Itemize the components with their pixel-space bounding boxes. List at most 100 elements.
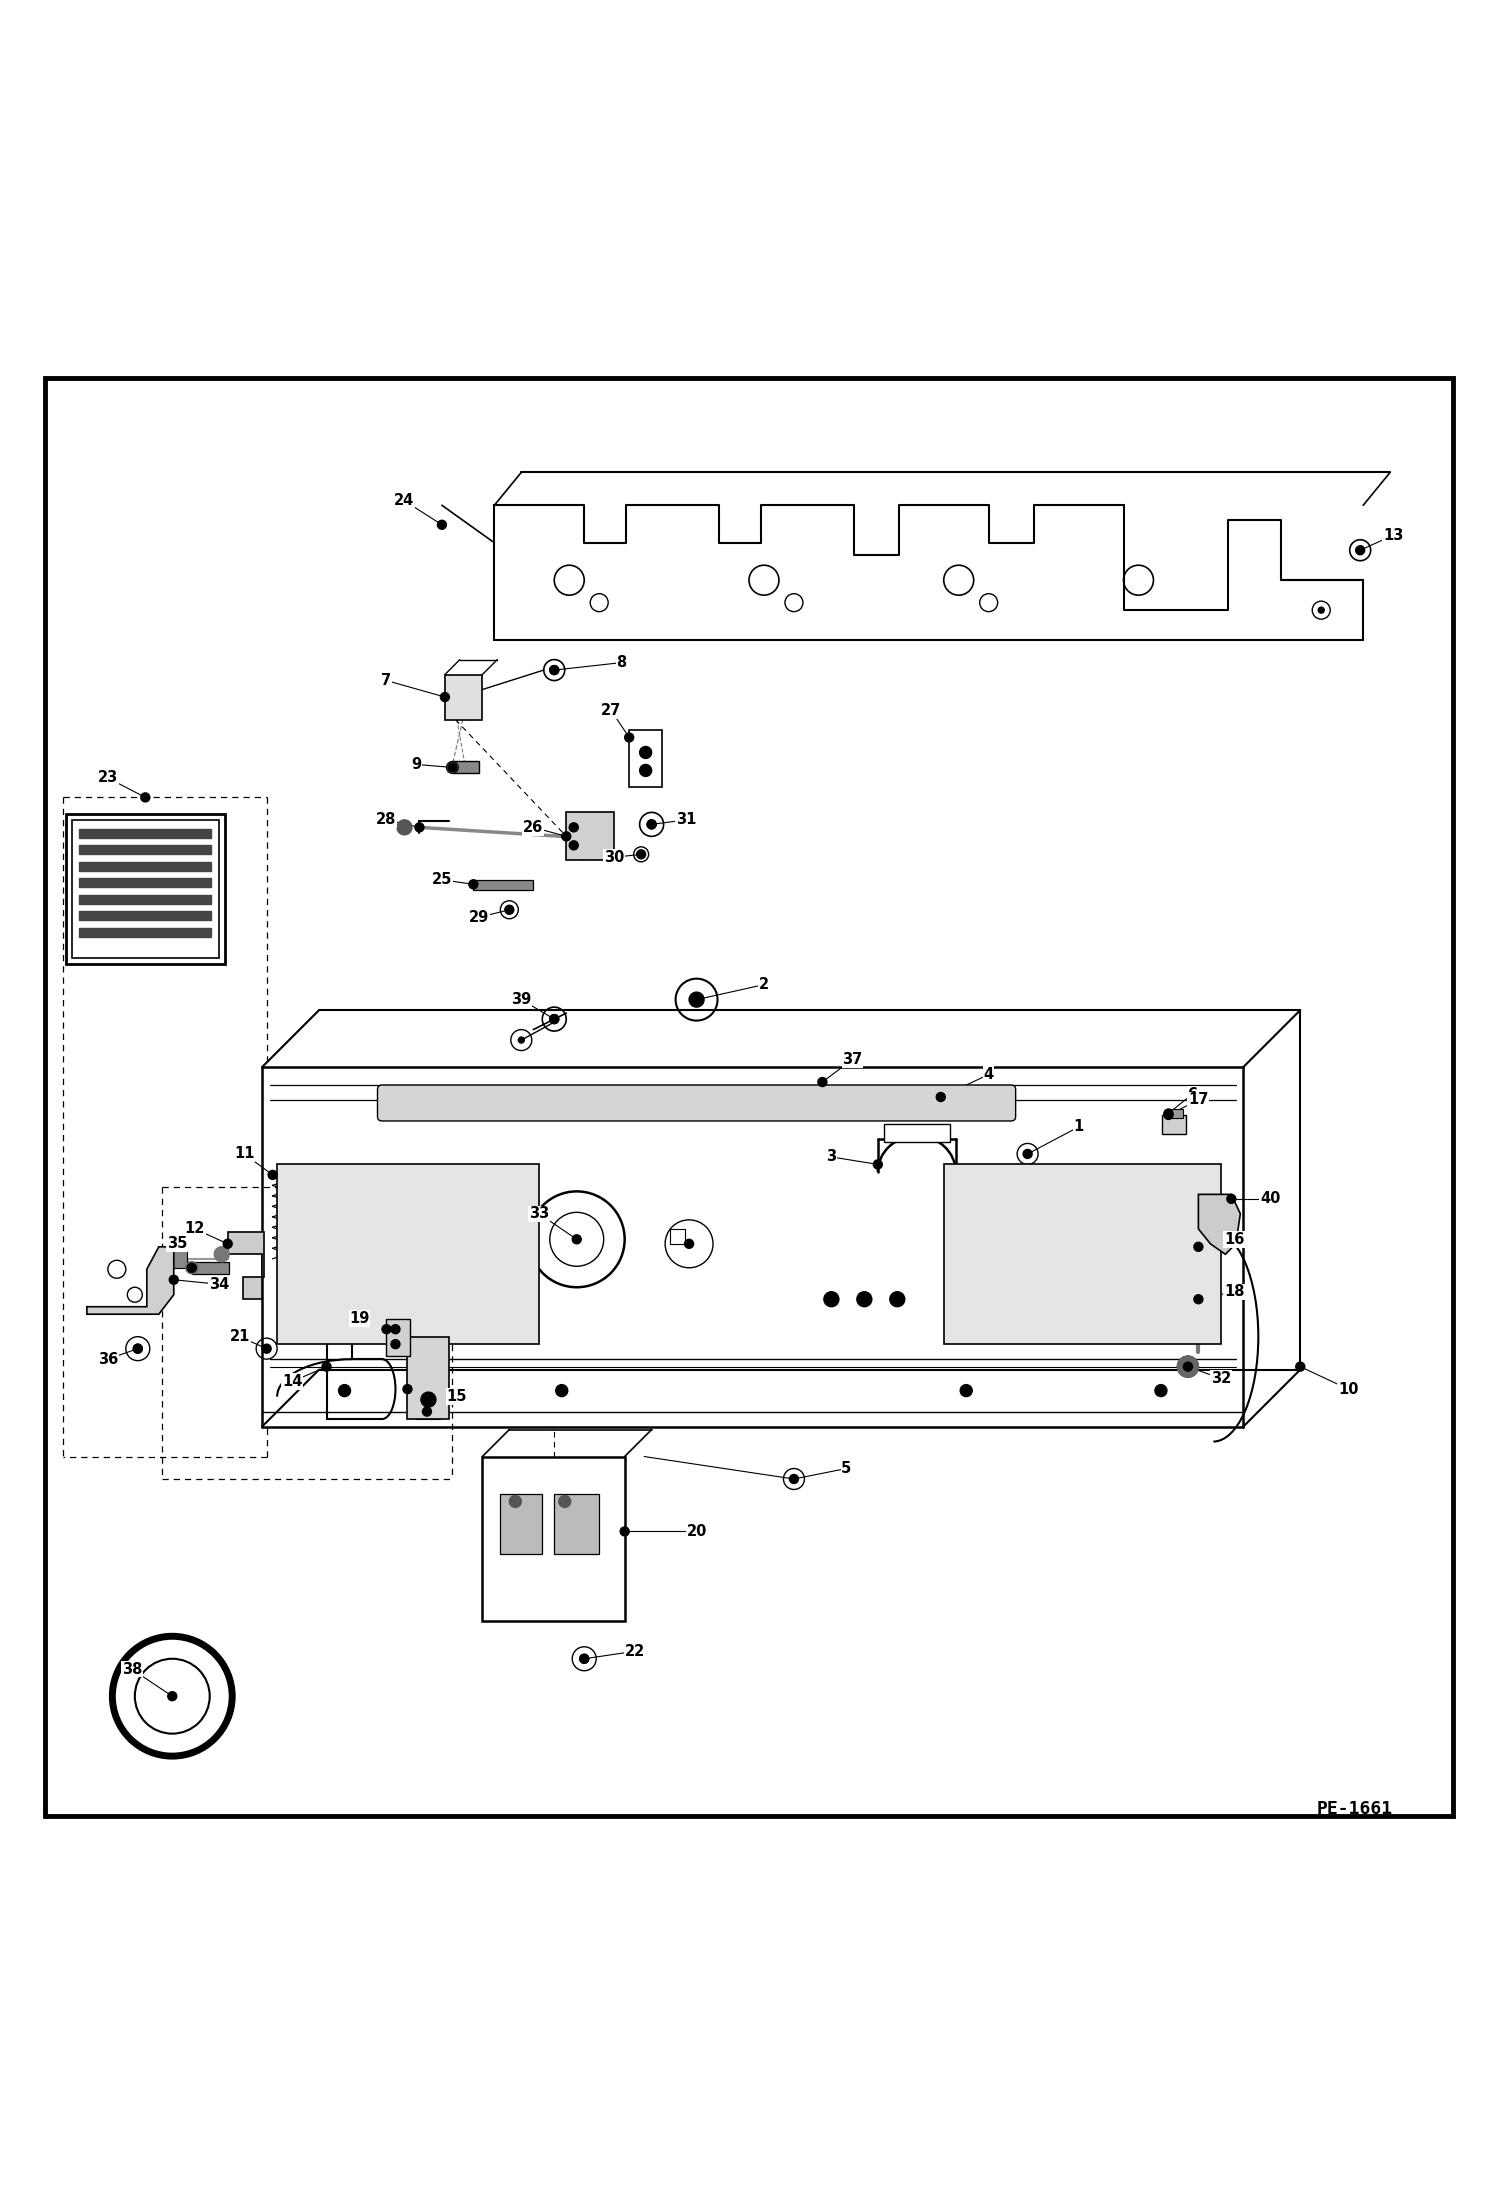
- Circle shape: [936, 1093, 945, 1101]
- Text: 16: 16: [1224, 1231, 1245, 1246]
- Circle shape: [421, 1393, 436, 1406]
- Circle shape: [824, 1292, 839, 1308]
- Circle shape: [1357, 546, 1363, 553]
- Circle shape: [437, 520, 446, 529]
- Bar: [165, 1251, 187, 1268]
- Circle shape: [382, 1325, 391, 1334]
- Circle shape: [1164, 1110, 1173, 1119]
- Polygon shape: [79, 878, 211, 886]
- Text: 10: 10: [1338, 1382, 1359, 1398]
- Bar: [192, 1262, 229, 1275]
- Polygon shape: [79, 829, 211, 838]
- Circle shape: [506, 906, 512, 913]
- Circle shape: [133, 1345, 142, 1354]
- Bar: [1168, 1108, 1183, 1119]
- Text: 28: 28: [376, 812, 397, 827]
- Circle shape: [391, 1341, 400, 1349]
- Polygon shape: [79, 845, 211, 853]
- Text: 34: 34: [208, 1277, 229, 1292]
- Bar: [386, 1319, 410, 1356]
- Polygon shape: [79, 895, 211, 904]
- Circle shape: [562, 832, 571, 840]
- Text: 6: 6: [1188, 1086, 1197, 1101]
- Circle shape: [550, 1014, 559, 1025]
- Circle shape: [1318, 608, 1324, 612]
- Circle shape: [391, 1325, 400, 1334]
- FancyBboxPatch shape: [377, 1086, 1016, 1121]
- Circle shape: [1164, 1108, 1173, 1119]
- Circle shape: [692, 996, 701, 1005]
- Circle shape: [322, 1362, 331, 1371]
- Polygon shape: [79, 911, 211, 919]
- Text: 29: 29: [469, 911, 490, 924]
- Circle shape: [509, 1496, 521, 1507]
- Text: 15: 15: [446, 1389, 467, 1404]
- Bar: [566, 812, 614, 860]
- Text: 13: 13: [1383, 529, 1404, 542]
- Circle shape: [187, 1264, 196, 1273]
- Text: 40: 40: [1260, 1191, 1281, 1207]
- Circle shape: [214, 1246, 229, 1262]
- Circle shape: [1155, 1384, 1167, 1398]
- Text: 26: 26: [523, 821, 544, 836]
- Bar: [445, 674, 482, 720]
- Bar: [482, 1457, 625, 1621]
- Circle shape: [1227, 1194, 1236, 1202]
- Circle shape: [789, 1474, 798, 1483]
- Circle shape: [262, 1345, 271, 1354]
- Text: 17: 17: [1188, 1093, 1209, 1108]
- Bar: [629, 731, 662, 788]
- Circle shape: [397, 821, 412, 836]
- Circle shape: [620, 1527, 629, 1536]
- Text: 36: 36: [97, 1352, 118, 1367]
- Bar: [72, 821, 219, 959]
- Text: 30: 30: [604, 849, 625, 864]
- Text: 11: 11: [234, 1147, 255, 1161]
- Circle shape: [223, 1240, 232, 1248]
- Polygon shape: [228, 1231, 264, 1299]
- Text: 31: 31: [676, 812, 697, 827]
- Circle shape: [186, 1262, 198, 1275]
- Circle shape: [647, 821, 656, 829]
- Text: 38: 38: [121, 1661, 142, 1676]
- Bar: [944, 1165, 1221, 1345]
- Circle shape: [339, 1384, 351, 1398]
- Circle shape: [559, 1496, 571, 1507]
- Circle shape: [415, 823, 424, 832]
- Text: 20: 20: [686, 1525, 707, 1538]
- Circle shape: [640, 764, 652, 777]
- Circle shape: [569, 840, 578, 849]
- Circle shape: [580, 1654, 589, 1663]
- Circle shape: [1194, 1294, 1203, 1303]
- Text: 1: 1: [1074, 1119, 1083, 1134]
- Circle shape: [268, 1169, 277, 1180]
- Bar: [407, 1336, 449, 1420]
- Bar: [554, 1494, 599, 1553]
- Circle shape: [169, 1275, 178, 1283]
- Polygon shape: [87, 1246, 174, 1314]
- Circle shape: [1025, 1152, 1031, 1156]
- Circle shape: [550, 665, 559, 674]
- Text: 18: 18: [1224, 1283, 1245, 1299]
- Circle shape: [638, 851, 644, 858]
- Text: 9: 9: [412, 757, 421, 772]
- Text: 39: 39: [511, 992, 532, 1007]
- Circle shape: [141, 792, 150, 801]
- Text: 25: 25: [431, 873, 452, 886]
- Circle shape: [637, 849, 646, 858]
- Circle shape: [440, 693, 449, 702]
- Bar: [473, 880, 533, 891]
- Circle shape: [857, 1292, 872, 1308]
- Bar: [277, 1165, 539, 1345]
- Text: 27: 27: [601, 702, 622, 717]
- Text: 8: 8: [617, 656, 626, 669]
- Circle shape: [168, 1692, 177, 1700]
- Circle shape: [505, 906, 514, 915]
- Circle shape: [550, 665, 559, 674]
- Text: 22: 22: [625, 1643, 646, 1659]
- Circle shape: [625, 733, 634, 742]
- Circle shape: [960, 1384, 972, 1398]
- Circle shape: [1177, 1356, 1198, 1378]
- Text: 12: 12: [184, 1222, 205, 1237]
- Bar: [500, 1494, 542, 1553]
